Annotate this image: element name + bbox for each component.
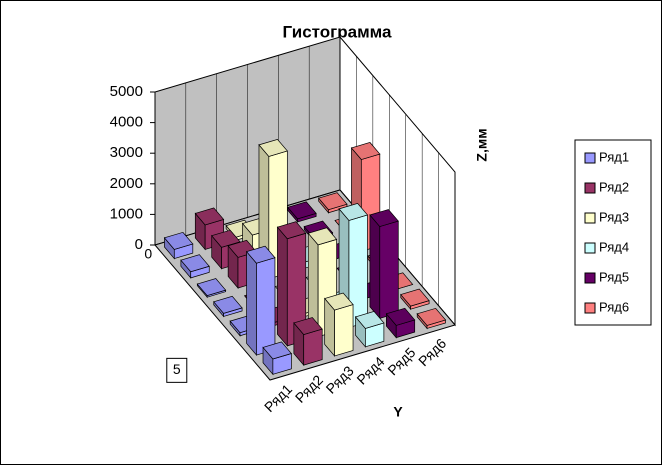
bar-top-face bbox=[350, 142, 381, 160]
legend-label: Ряд3 bbox=[599, 209, 629, 224]
bar bbox=[258, 138, 288, 280]
bar-front-face bbox=[303, 328, 323, 366]
bar bbox=[318, 192, 348, 214]
bar-left-face bbox=[246, 250, 257, 356]
bar-top-face bbox=[293, 317, 323, 335]
bar bbox=[276, 221, 307, 347]
legend-label: Ряд6 bbox=[599, 299, 629, 314]
bar bbox=[262, 341, 292, 376]
bar-top-face bbox=[196, 278, 227, 297]
z-tick-label: 5000 bbox=[110, 83, 143, 100]
bar bbox=[324, 292, 354, 357]
bar bbox=[400, 288, 430, 311]
z-tick-label: 0 bbox=[135, 236, 143, 253]
bar-left-face bbox=[369, 214, 381, 320]
bar bbox=[416, 307, 447, 330]
bar bbox=[287, 201, 317, 223]
z-tick-label: 4000 bbox=[110, 114, 143, 131]
bar-top-face bbox=[245, 245, 276, 264]
bar bbox=[369, 209, 399, 320]
chart-title: Гистограмма bbox=[283, 22, 392, 41]
legend-swatch bbox=[584, 272, 596, 284]
bar bbox=[354, 310, 385, 348]
bar-top-face bbox=[287, 201, 317, 220]
legend-swatch bbox=[584, 302, 596, 314]
bar bbox=[180, 254, 210, 279]
bar-left-face bbox=[277, 226, 288, 347]
bar-top-face bbox=[211, 229, 241, 248]
legend-swatch bbox=[584, 182, 596, 194]
bar-top-face bbox=[194, 207, 225, 226]
category-box bbox=[166, 357, 188, 383]
bar-top-face bbox=[385, 307, 416, 326]
bar-top-face bbox=[163, 231, 194, 250]
bar-top-face bbox=[338, 202, 369, 221]
legend-label: Ряд2 bbox=[599, 179, 629, 194]
bar-front-face bbox=[334, 304, 354, 357]
bar bbox=[385, 307, 416, 339]
bar-top-face bbox=[307, 227, 338, 246]
bar bbox=[293, 317, 323, 367]
x-tick-label: 0 bbox=[144, 245, 152, 261]
bar bbox=[163, 231, 194, 260]
bar-top-face bbox=[369, 209, 399, 227]
legend-swatch bbox=[584, 242, 596, 254]
z-axis-label: Z,мм bbox=[474, 128, 490, 161]
bar-top-face bbox=[276, 221, 307, 240]
z-tick-label: 3000 bbox=[110, 144, 143, 161]
bar bbox=[196, 278, 227, 299]
legend-label: Ряд1 bbox=[599, 149, 629, 164]
bar-top-face bbox=[354, 310, 385, 329]
legend-label: Ряд4 bbox=[599, 239, 629, 254]
z-tick-label: 1000 bbox=[110, 205, 143, 222]
bar-top-face bbox=[262, 341, 292, 360]
x-tick-label: 5 bbox=[173, 361, 181, 377]
bar-front-face bbox=[379, 220, 399, 319]
bar-top-face bbox=[258, 138, 288, 157]
bar-front-face bbox=[256, 257, 276, 356]
bar-top-face bbox=[318, 192, 348, 211]
bar bbox=[245, 245, 276, 356]
bar-top-face bbox=[400, 288, 430, 307]
z-tick-label: 2000 bbox=[110, 175, 143, 192]
y-axis-label: Y bbox=[393, 404, 403, 420]
legend-label: Ряд5 bbox=[599, 269, 629, 284]
bar bbox=[213, 295, 243, 318]
bar-top-face bbox=[324, 292, 354, 311]
legend-swatch bbox=[584, 212, 596, 224]
bar-top-face bbox=[213, 295, 243, 314]
bar-top-face bbox=[180, 254, 210, 273]
legend bbox=[574, 139, 652, 326]
legend-swatch bbox=[584, 152, 596, 164]
bar-top-face bbox=[416, 307, 447, 326]
